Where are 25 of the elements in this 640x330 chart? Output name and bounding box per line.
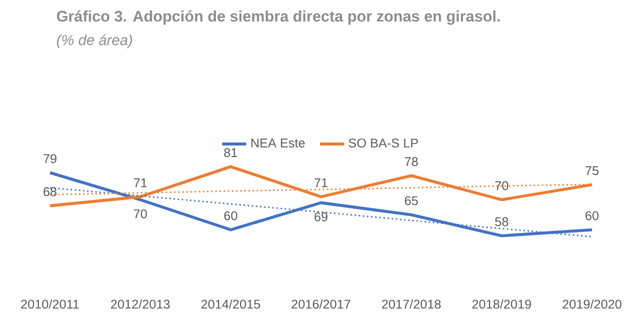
data-label: 70: [134, 209, 147, 218]
legend-label: SO BA-S LP: [348, 138, 418, 148]
data-label: 70: [495, 181, 508, 190]
data-label: 81: [224, 148, 238, 158]
data-label: 60: [586, 211, 599, 220]
data-label: 69: [314, 212, 328, 222]
x-tick-label: 2017/2018: [382, 299, 441, 309]
x-tick-label: 2010/2011: [21, 299, 79, 309]
chart-title: Gráfico 3. Adopción de siembra directa por zonas en girasol.: [56, 10, 500, 25]
data-label: 71: [134, 178, 147, 188]
x-tick-label: 2018/2019: [472, 299, 531, 309]
data-label: 75: [586, 166, 599, 176]
data-label: 68: [44, 187, 57, 196]
x-tick-label: 2012/2013: [111, 299, 170, 309]
x-tick-label: 2016/2017: [292, 299, 350, 309]
data-label: 78: [404, 157, 418, 166]
data-label: 60: [224, 211, 238, 220]
legend-label: NEA Este: [251, 138, 305, 148]
x-tick-label: 2019/2020: [562, 299, 622, 309]
chart-subtitle: (% de área): [56, 34, 132, 48]
data-label: 79: [44, 154, 56, 164]
data-label: 71: [314, 178, 328, 188]
data-label: 58: [495, 217, 508, 226]
x-tick-label: 2014/2015: [201, 299, 260, 309]
data-label: 65: [404, 196, 418, 206]
